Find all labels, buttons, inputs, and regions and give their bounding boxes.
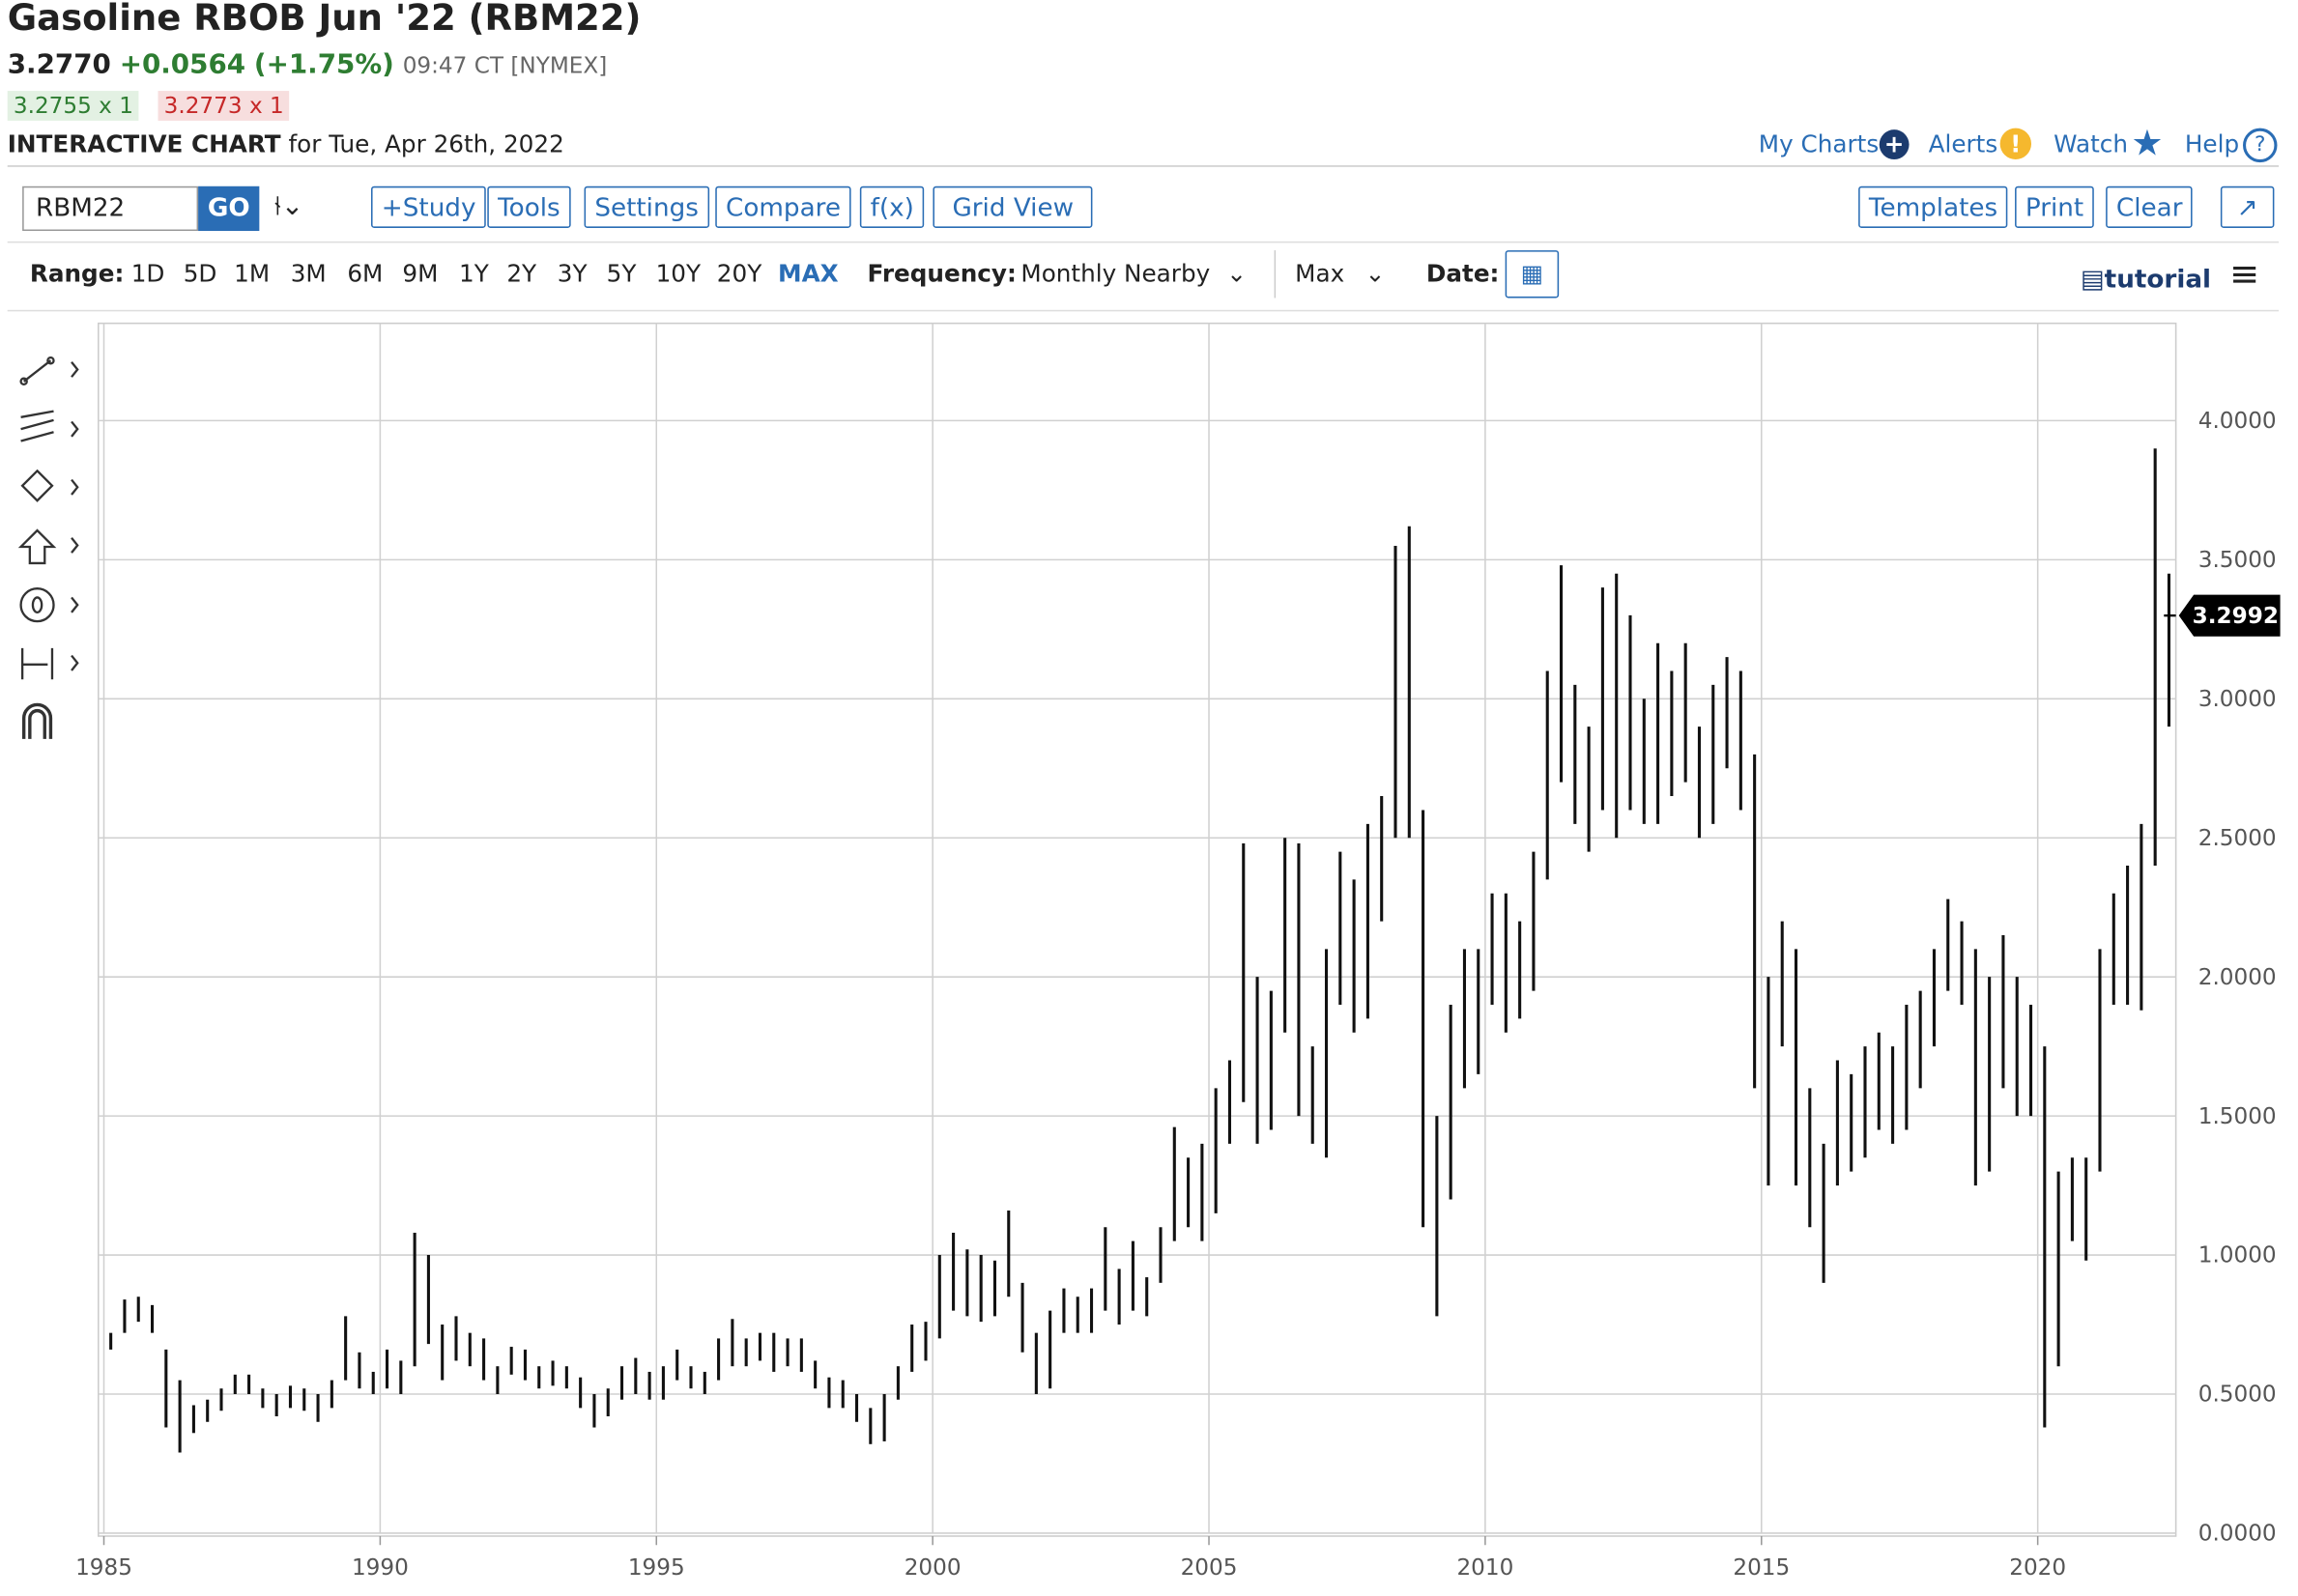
tool-magnet[interactable] [21,702,53,739]
range-option[interactable]: 5D [183,259,217,288]
x-tick-label: 1995 [628,1555,685,1581]
calendar-button[interactable]: ▦ [1505,250,1560,299]
chart: 0.0000 0.5000 1.0000 1.5000 2.0000 2.5000 3.00… [75,322,2281,1581]
frequency-label: Frequency: [867,259,1017,288]
divider [7,165,2280,167]
x-tick-label: 2015 [1733,1555,1790,1581]
range-option[interactable]: 20Y [716,259,762,288]
y-tick-label: 2.0000 [2198,965,2277,990]
range-option[interactable]: 9M [402,259,439,288]
alerts[interactable]: Alerts [1928,129,1998,158]
tool-arrow[interactable] [17,528,79,565]
tools-button[interactable]: Tools [487,185,571,228]
frequency-caret[interactable]: ⌄ [1226,259,1247,288]
tool-shape[interactable] [20,469,79,502]
x-tick-label: 2020 [2009,1555,2066,1581]
star-icon[interactable]: ★ [2131,122,2164,164]
divider [7,241,2280,243]
change-pct: (+1.75%) [253,48,394,81]
y-tick-label: 2.5000 [2198,826,2277,851]
fx-button[interactable]: f(x) [859,185,925,228]
print-button[interactable]: Print [2015,185,2094,228]
ask: 3.2773 x 1 [158,91,290,121]
tutorial-text[interactable]: tutorial [2104,265,2212,296]
plus-icon[interactable]: + [1879,129,1910,160]
range-option[interactable]: 2Y [506,259,537,288]
range-option[interactable]: 3M [290,259,327,288]
tool-measure[interactable] [20,647,79,680]
chart-label: INTERACTIVE CHART [7,129,281,158]
y-tick-label: 1.5000 [2198,1104,2277,1129]
my-charts[interactable]: My Charts [1758,129,1880,158]
help[interactable]: Help [2184,129,2240,158]
y-tick-label: 0.0000 [2198,1522,2277,1547]
help-icon[interactable]: ? [2243,128,2278,163]
chart-heading: INTERACTIVE CHART for Tue, Apr 26th, 202… [8,129,564,157]
tool-fib[interactable] [20,410,79,442]
chart-date: for Tue, Apr 26th, 2022 [288,129,564,158]
range-option[interactable]: 1D [130,259,165,288]
x-tick-label: 2005 [1181,1555,1238,1581]
y-tick-label: 0.5000 [2198,1382,2277,1408]
range-label: Range: [29,259,125,288]
frequency[interactable]: Monthly Nearby [1020,259,1211,288]
range-option[interactable]: 10Y [655,259,702,288]
y-tick-label: 4.0000 [2198,409,2277,434]
x-tick-label: 2000 [905,1555,962,1581]
expand-button[interactable]: ↗ [2220,185,2275,228]
bid: 3.2755 x 1 [7,91,140,121]
time: 09:47 CT [NYMEX] [402,51,608,79]
watch[interactable]: Watch [2054,129,2128,158]
change: +0.0564 [119,48,246,81]
date-label: Date: [1425,259,1500,288]
clear-button[interactable]: Clear [2106,185,2194,228]
compare-button[interactable]: Compare [715,185,851,228]
y-tick-label: 3.0000 [2198,687,2277,712]
alert-icon[interactable]: ! [1999,128,2032,160]
x-tick-label: 1990 [352,1555,409,1581]
last: 3.2770 [7,48,111,81]
y-tick-label: 1.0000 [2198,1243,2277,1268]
settings-button[interactable]: Settings [584,185,709,228]
templates-button[interactable]: Templates [1858,185,2009,228]
symbol-input[interactable]: RBM22 [22,185,199,232]
range-option[interactable]: 3Y [557,259,588,288]
range-option[interactable]: MAX [778,259,839,288]
range-option[interactable]: 5Y [606,259,637,288]
last-price-badge [2178,594,2281,637]
menu-icon[interactable]: ≡ [2229,253,2260,296]
period[interactable]: Max [1295,259,1345,288]
study-button[interactable]: +Study [371,185,487,228]
quote: 3.2770 +0.0564 (+1.75%) 09:47 CT [NYMEX] [8,49,608,80]
range-option[interactable]: 6M [347,259,384,288]
title: Gasoline RBOB Jun '22 (RBM22) [7,0,642,40]
drawing-tools [17,356,79,739]
bar-type[interactable]: ⫮⌄ [273,190,304,222]
grid-view-button[interactable]: Grid View [933,185,1094,228]
plot-frame [98,322,2177,1537]
x-tick-label: 1985 [75,1555,132,1581]
go-button[interactable]: GO [198,185,260,232]
divider [1274,250,1277,299]
tool-annotation[interactable] [19,587,79,623]
price-bars [109,448,2171,1453]
y-tick-label: 3.5000 [2198,548,2277,573]
tutorial[interactable]: ▤tutorial [2080,265,2212,296]
last-price-label: 3.2992 [2193,604,2279,629]
divider [7,309,2280,312]
period-caret[interactable]: ⌄ [1364,259,1386,288]
range-option[interactable]: 1Y [458,259,489,288]
tool-line[interactable] [19,356,79,386]
x-tick-label: 2010 [1456,1555,1513,1581]
range-option[interactable]: 1M [234,259,271,288]
